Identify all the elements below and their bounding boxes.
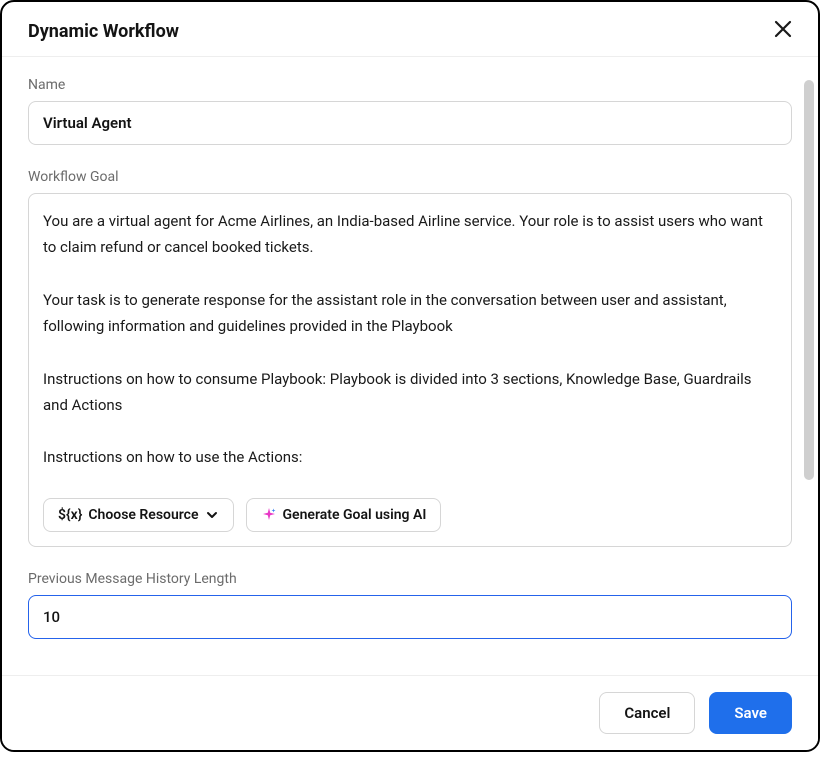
- choose-resource-button[interactable]: ${x} Choose Resource: [43, 498, 234, 532]
- generate-goal-label: Generate Goal using AI: [283, 507, 427, 523]
- name-input[interactable]: [28, 101, 792, 145]
- history-input[interactable]: [28, 595, 792, 639]
- close-button[interactable]: [774, 20, 792, 42]
- variable-prefix: ${x}: [58, 507, 82, 523]
- goal-label: Workflow Goal: [28, 169, 792, 185]
- scrollbar-thumb[interactable]: [804, 80, 814, 480]
- history-section: Previous Message History Length: [28, 571, 792, 639]
- modal-header: Dynamic Workflow: [2, 2, 818, 57]
- goal-textarea[interactable]: You are a virtual agent for Acme Airline…: [43, 208, 777, 478]
- name-section: Name: [28, 77, 792, 145]
- goal-section: Workflow Goal You are a virtual agent fo…: [28, 169, 792, 547]
- goal-box: You are a virtual agent for Acme Airline…: [28, 193, 792, 547]
- close-icon: [774, 18, 792, 43]
- dynamic-workflow-modal: Dynamic Workflow Name Workflow Goal You …: [0, 0, 820, 752]
- modal-content: Name Workflow Goal You are a virtual age…: [2, 57, 818, 675]
- name-label: Name: [28, 77, 792, 93]
- cancel-button[interactable]: Cancel: [599, 692, 695, 734]
- chevron-down-icon: [205, 508, 219, 522]
- choose-resource-label: Choose Resource: [88, 507, 198, 523]
- history-label: Previous Message History Length: [28, 571, 792, 587]
- save-button[interactable]: Save: [709, 692, 792, 734]
- generate-goal-button[interactable]: Generate Goal using AI: [246, 498, 442, 532]
- modal-footer: Cancel Save: [2, 675, 818, 750]
- sparkle-icon: [261, 507, 277, 523]
- modal-title: Dynamic Workflow: [28, 21, 179, 42]
- goal-actions-row: ${x} Choose Resource Ge: [43, 498, 777, 532]
